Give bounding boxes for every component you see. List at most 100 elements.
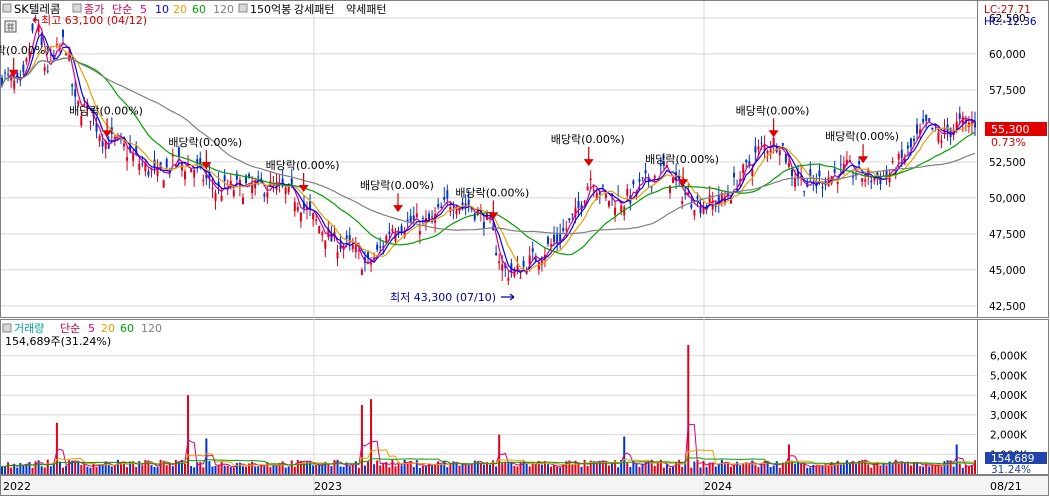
volume-bar (376, 460, 379, 474)
volume-bar (919, 466, 922, 474)
dividend-arrow-head (201, 161, 212, 169)
volume-bar (394, 466, 397, 474)
price-candle (132, 154, 135, 161)
volume-bar (479, 462, 482, 474)
volume-ma60-line (1, 457, 976, 468)
price-tick-label: 45,000 (989, 265, 1026, 277)
volume-bar (787, 444, 790, 474)
calendar-icon[interactable] (4, 20, 17, 33)
price-candle (31, 23, 34, 31)
ma-period-60: 60 (192, 3, 206, 16)
volume-bar (153, 466, 156, 474)
volume-bar (98, 464, 101, 474)
volume-bar (391, 459, 394, 474)
price-candle (571, 213, 574, 215)
volume-bar (330, 466, 333, 474)
price-candle (925, 114, 928, 121)
price-candle (687, 192, 690, 196)
volume-bar (43, 467, 46, 474)
price-candle (296, 207, 299, 211)
price-candle (586, 187, 589, 191)
volume-bar (113, 465, 116, 474)
volume-bar (620, 460, 623, 474)
price-candle (348, 235, 351, 241)
price-candle (232, 190, 235, 197)
ma120-line (1, 57, 976, 235)
volume-bar (489, 464, 492, 474)
volume-ma20-line (1, 449, 975, 468)
volume-bar (656, 461, 659, 474)
price-candle (321, 232, 324, 236)
price-candle (89, 120, 92, 122)
volume-bar (830, 462, 833, 474)
volume-bar (678, 459, 681, 474)
volume-bar (187, 395, 190, 474)
volume-bar (833, 464, 836, 474)
volume-bar (946, 460, 949, 474)
price-candle (367, 252, 370, 259)
volume-bar (74, 461, 77, 474)
price-candle (684, 192, 687, 195)
price-candle (428, 213, 431, 223)
volume-bar (342, 466, 345, 474)
price-candle (65, 53, 68, 56)
volume-bar (138, 461, 141, 474)
volume-bar (62, 467, 65, 474)
volume-bar (440, 464, 443, 474)
volume-bar (373, 464, 376, 474)
price-candle (922, 118, 925, 123)
price-candle (751, 168, 754, 177)
volume-bar (421, 465, 424, 474)
volume-bar (751, 460, 754, 474)
price-candle (528, 255, 531, 265)
dividend-label: 배당락(0.00%) (825, 130, 899, 143)
pattern-bear: 약세패턴 (346, 2, 386, 16)
volume-bar (351, 465, 354, 474)
volume-bar (226, 465, 229, 474)
price-candle (540, 259, 543, 265)
volume-bar (513, 465, 516, 474)
volume-bar (25, 465, 28, 474)
stock-name[interactable]: SK텔레콤 (14, 2, 61, 16)
price-candle (278, 183, 281, 185)
price-candle (940, 140, 943, 144)
price-candle (25, 58, 28, 62)
price-candle (659, 164, 662, 166)
price-plot (1, 14, 976, 285)
volume-bar (510, 462, 513, 474)
volume-bar (836, 460, 839, 474)
price-candle (437, 203, 440, 208)
price-candle (162, 180, 165, 188)
price-candle (62, 30, 65, 38)
lc-label: LC:27.71 (984, 4, 1031, 16)
volume-bar (116, 459, 119, 474)
price-candle (379, 246, 382, 248)
volume-bar (461, 462, 464, 474)
volume-bar (687, 344, 690, 474)
dividend-label: 배당락(0.00%) (645, 153, 719, 166)
current-volume-value: 154,689 (991, 453, 1034, 465)
volume-bar (897, 463, 900, 474)
volume-bar (818, 465, 821, 474)
volume-bar (611, 462, 614, 474)
volume-bar (848, 463, 851, 474)
volume-bar (742, 464, 745, 474)
volume-bar (614, 460, 617, 474)
volume-bar (339, 466, 342, 474)
hc-label: HC:-12.36 (984, 16, 1037, 28)
price-candle (202, 179, 205, 182)
price-candle (98, 135, 101, 142)
volume-bar (534, 463, 537, 474)
volume-bar (68, 460, 71, 474)
price-candle (937, 132, 940, 142)
price-candle (562, 228, 565, 231)
volume-bar (943, 461, 946, 474)
price-candle (803, 191, 806, 193)
volume-bar (495, 466, 498, 474)
price-candle (702, 208, 705, 214)
price-candle (864, 179, 867, 182)
volume-bar (940, 466, 943, 474)
volume-bar (574, 460, 577, 474)
volume-bar (726, 463, 729, 474)
price-candle (431, 216, 434, 218)
